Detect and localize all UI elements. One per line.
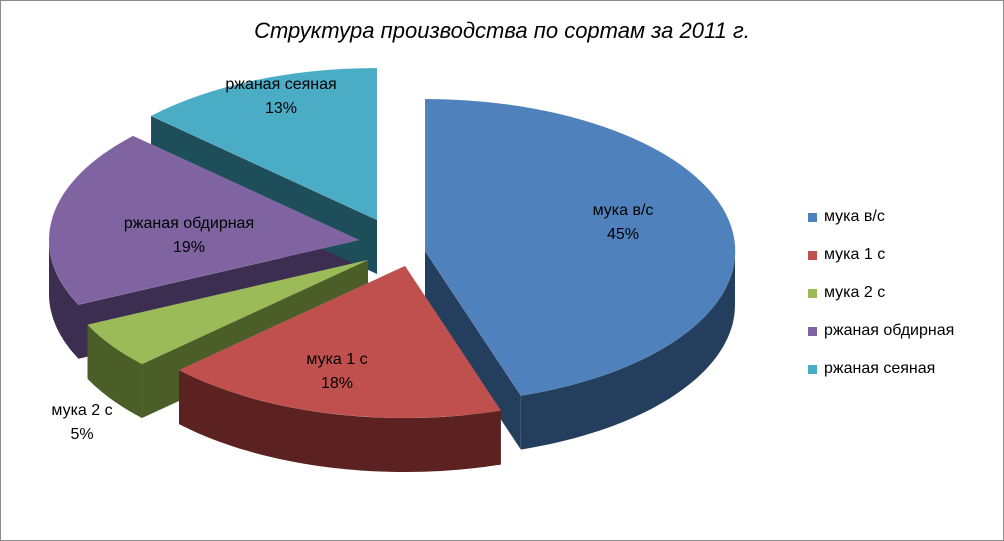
legend-label: ржаная обдирная [824,322,955,339]
legend-swatch [808,288,817,298]
slice-label-name: мука 2 с [51,402,112,419]
chart-title: Структура производства по сортам за 2011… [254,18,750,43]
legend-swatch [808,212,817,222]
pie-slice-ржаная-обдирная [48,135,360,305]
legend-label: мука 1 с [824,246,886,263]
pie-slice-wall [87,324,142,419]
slice-label-value: 13% [265,100,297,117]
legend-swatch [808,250,817,260]
pie-slice-мука-в-с [424,98,736,396]
pie-slice-wall [179,370,501,472]
pie-slice-мука-1-с [178,265,502,419]
legend-item: мука 2 с [808,281,885,305]
legend-item: ржаная обдирная [808,319,954,343]
pie-slice-ржаная-сеяная [150,67,378,221]
legend-item: мука 1 с [808,243,885,267]
slice-label-name: мука 1 с [306,351,367,368]
pie-slice-wall [520,251,735,450]
pie-slice-мука-2-с [87,259,369,365]
slice-label-name: мука в/с [593,202,654,219]
slice-label-name: ржаная сеяная [225,76,336,93]
legend-label: мука 2 с [824,284,886,301]
legend-label: ржаная сеяная [824,360,936,377]
slice-label-name: ржаная обдирная [124,215,254,232]
legend-swatch [808,364,817,374]
legend-label: мука в/с [824,208,885,225]
slice-label-value: 19% [173,239,205,256]
legend-item: ржаная сеяная [808,357,935,381]
slice-label-value: 45% [607,226,639,243]
slice-label-value: 5% [70,426,93,443]
pie-slice-side [425,251,521,450]
legend-item: мука в/с [808,205,885,229]
pie-slice-wall [49,240,79,359]
legend-swatch [808,326,817,336]
slice-label-value: 18% [321,375,353,392]
